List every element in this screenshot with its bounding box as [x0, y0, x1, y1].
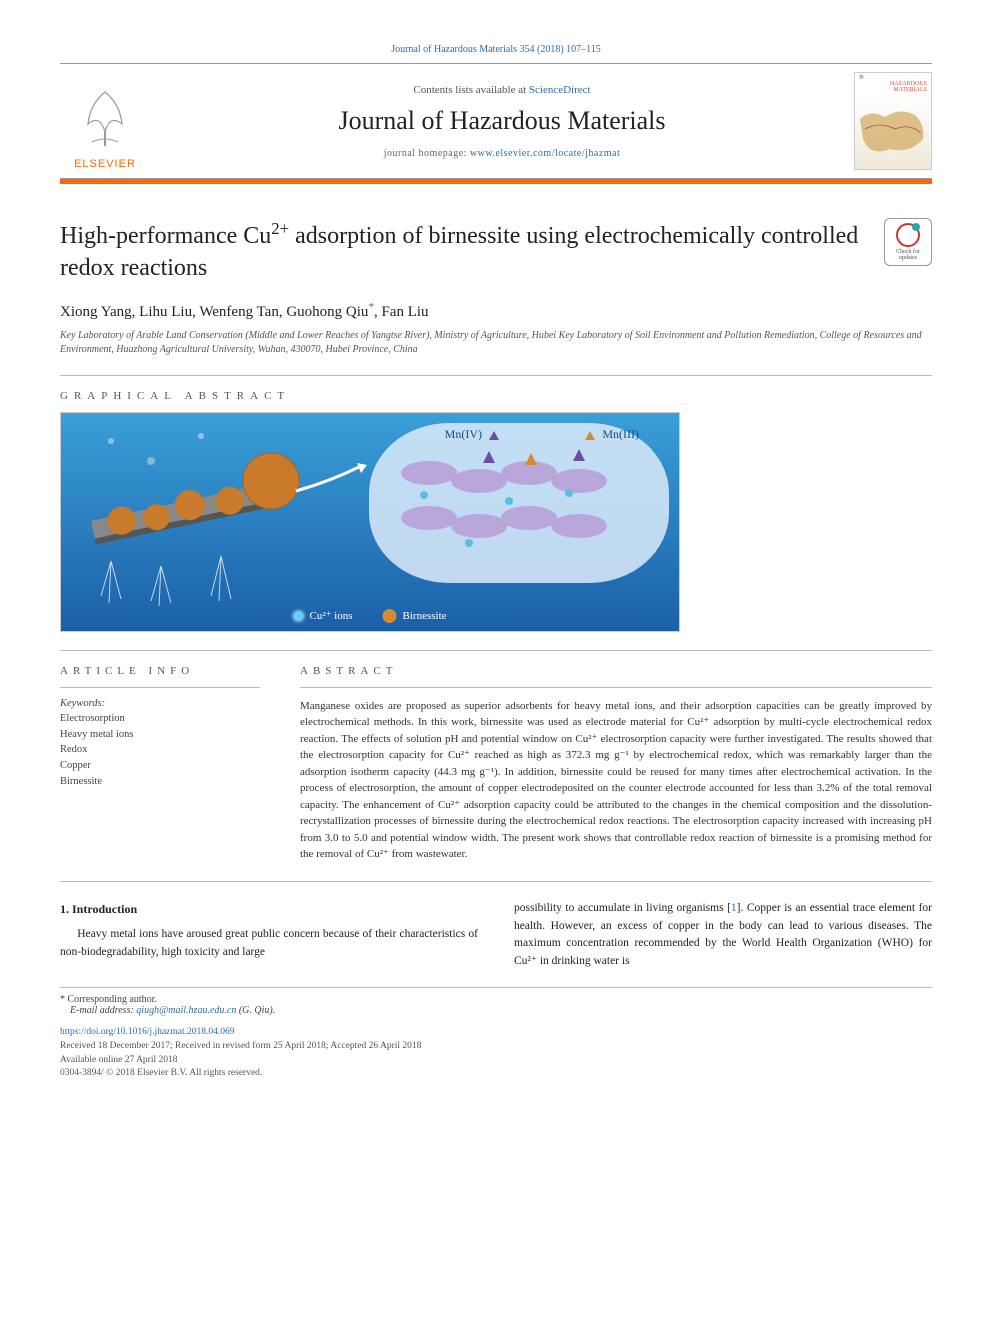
affiliation: Key Laboratory of Arable Land Conservati…: [60, 329, 932, 357]
top-citation: Journal of Hazardous Materials 354 (2018…: [60, 44, 932, 55]
graphical-abstract-label: GRAPHICAL ABSTRACT: [60, 390, 932, 402]
cu-dot-icon: [293, 611, 303, 621]
divider: [300, 687, 932, 688]
legend-cu-item: Cu²⁺ ions: [293, 609, 352, 622]
title-superscript: 2+: [271, 219, 289, 238]
body-columns: 1. Introduction Heavy metal ions have ar…: [60, 900, 932, 971]
divider: [60, 375, 932, 376]
abstract-block: ABSTRACT Manganese oxides are proposed a…: [300, 665, 932, 863]
mn4-marker-icon: [489, 431, 499, 440]
keyword-item: Birnessite: [60, 774, 260, 790]
history-line: Received 18 December 2017; Received in r…: [60, 1041, 421, 1051]
email-tail: (G. Qiu).: [236, 1005, 275, 1016]
corresponding-author-note: * Corresponding author.: [60, 994, 932, 1005]
intro-right-p1: possibility to accumulate in living orga…: [514, 902, 731, 914]
right-column: possibility to accumulate in living orga…: [514, 900, 932, 971]
journal-cover-thumbnail: ▦ HAZARDOUS MATERIALS: [854, 72, 932, 170]
divider: [60, 881, 932, 882]
publisher-logo: ELSEVIER: [60, 72, 150, 170]
accent-bar: [60, 179, 932, 184]
author-list: Xiong Yang, Lihu Liu, Wenfeng Tan, Guoho…: [60, 301, 932, 321]
contents-prefix: Contents lists available at: [413, 84, 528, 96]
crossmark-line2: updates: [899, 255, 917, 261]
mn3-label: Mn(III): [585, 427, 639, 442]
cover-map-icon: [855, 99, 931, 165]
abstract-text: Manganese oxides are proposed as superio…: [300, 698, 932, 863]
article-info-label: ARTICLE INFO: [60, 665, 260, 677]
legend-birn-label: Birnessite: [403, 610, 447, 622]
sciencedirect-link[interactable]: ScienceDirect: [529, 84, 591, 96]
crossmark-icon: [896, 223, 920, 247]
ga-legend: Cu²⁺ ions Birnessite: [293, 609, 446, 623]
cover-title-line2: MATERIALS: [859, 87, 927, 94]
graphical-abstract-figure: Mn(IV) Mn(III) Cu²⁺ ions Birnessite: [60, 412, 680, 632]
crossmark-badge[interactable]: Check for updates: [884, 218, 932, 266]
left-column: 1. Introduction Heavy metal ions have ar…: [60, 900, 478, 971]
authors-tail: , Fan Liu: [374, 304, 429, 320]
email-label: E-mail address:: [70, 1005, 136, 1016]
footnotes: * Corresponding author. E-mail address: …: [60, 987, 932, 1016]
keyword-item: Copper: [60, 758, 260, 774]
homepage-link[interactable]: www.elsevier.com/locate/jhazmat: [470, 148, 620, 159]
ga-left-illustration: [71, 421, 371, 621]
legend-cu-label: Cu²⁺ ions: [309, 609, 352, 622]
email-link[interactable]: qiugh@mail.hzau.edu.cn: [136, 1005, 236, 1016]
intro-heading: 1. Introduction: [60, 900, 478, 919]
divider: [60, 687, 260, 688]
divider: [60, 650, 932, 651]
intro-right-para: possibility to accumulate in living orga…: [514, 900, 932, 971]
contents-lists-line: Contents lists available at ScienceDirec…: [164, 84, 840, 96]
masthead-center: Contents lists available at ScienceDirec…: [164, 84, 840, 159]
publisher-name: ELSEVIER: [74, 158, 136, 170]
article-title: High-performance Cu2+ adsorption of birn…: [60, 218, 864, 285]
keyword-item: Redox: [60, 742, 260, 758]
mn3-text: Mn(III): [602, 427, 639, 441]
abstract-label: ABSTRACT: [300, 665, 932, 677]
copyright-line: 0304-3894/ © 2018 Elsevier B.V. All righ…: [60, 1068, 262, 1078]
ga-inset: [369, 423, 669, 583]
homepage-prefix: journal homepage:: [384, 148, 470, 159]
doi-link[interactable]: https://doi.org/10.1016/j.jhazmat.2018.0…: [60, 1027, 235, 1037]
publication-info: https://doi.org/10.1016/j.jhazmat.2018.0…: [60, 1026, 932, 1081]
keyword-item: Heavy metal ions: [60, 727, 260, 743]
mn4-label: Mn(IV): [445, 427, 499, 442]
mn3-marker-icon: [585, 431, 595, 440]
homepage-line: journal homepage: www.elsevier.com/locat…: [164, 148, 840, 159]
elsevier-tree-icon: [70, 84, 140, 154]
cover-title-line1: HAZARDOUS: [859, 81, 927, 88]
intro-left-para: Heavy metal ions have aroused great publ…: [60, 926, 478, 962]
legend-birn-item: Birnessite: [383, 609, 447, 623]
mn4-text: Mn(IV): [445, 427, 482, 441]
title-part1: High-performance Cu: [60, 223, 271, 249]
keywords-heading: Keywords:: [60, 698, 260, 709]
keyword-item: Electrosorption: [60, 711, 260, 727]
journal-title: Journal of Hazardous Materials: [164, 106, 840, 136]
birn-dot-icon: [383, 609, 397, 623]
article-info-block: ARTICLE INFO Keywords: Electrosorption H…: [60, 665, 260, 863]
masthead: ELSEVIER Contents lists available at Sci…: [60, 63, 932, 179]
authors-main: Xiong Yang, Lihu Liu, Wenfeng Tan, Guoho…: [60, 304, 368, 320]
online-line: Available online 27 April 2018: [60, 1055, 178, 1065]
ga-inset-illustration: [369, 423, 669, 583]
